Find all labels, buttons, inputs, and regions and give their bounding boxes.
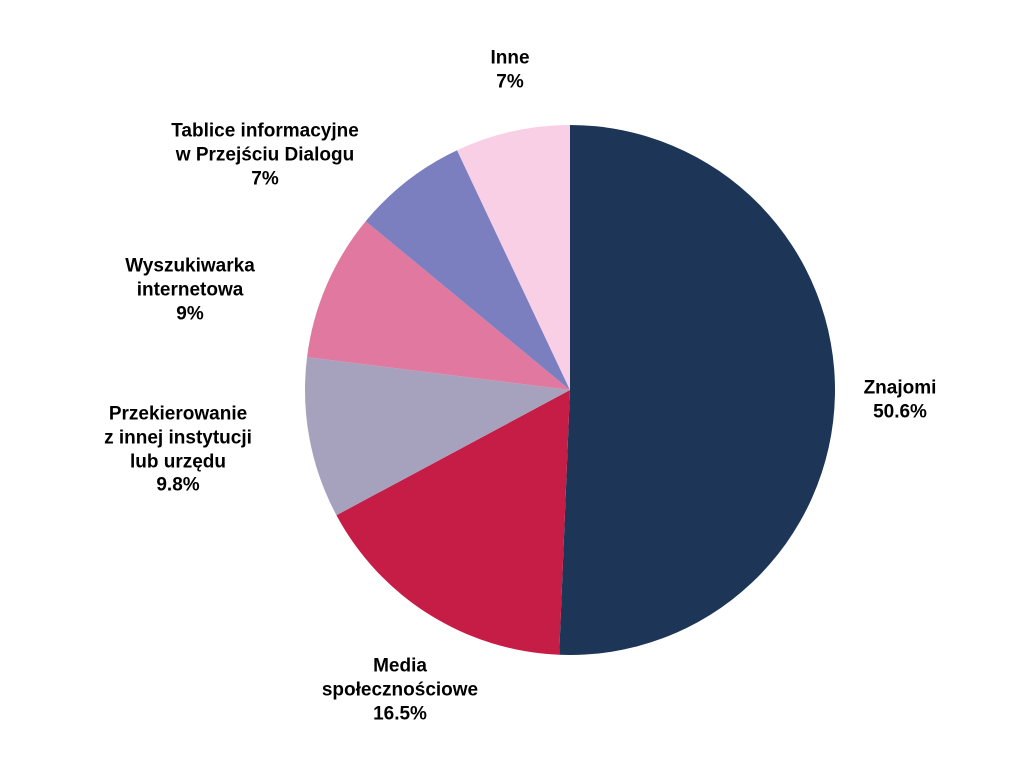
pie-slice	[559, 125, 835, 655]
slice-label: Tablice informacyjne w Przejściu Dialogu…	[171, 119, 359, 190]
slice-label-percent: 9.8%	[104, 474, 252, 498]
pie-chart-container: Znajomi50.6% Media społecznościowe16.5% Pr…	[0, 0, 1024, 768]
slice-label-name: Tablice informacyjne w Przejściu Dialogu	[171, 119, 359, 167]
slice-label-name: Znajomi	[864, 376, 937, 400]
slice-label: Przekierowanie z innej instytucji lub ur…	[104, 403, 252, 498]
slice-label-percent: 9%	[125, 302, 255, 326]
slice-label-percent: 16.5%	[322, 702, 478, 726]
slice-label-percent: 50.6%	[864, 400, 937, 424]
slice-label: Inne7%	[490, 46, 529, 94]
slice-label: Wyszukiwarka internetowa9%	[125, 254, 255, 325]
slice-label-percent: 7%	[490, 70, 529, 94]
slice-label-name: Media społecznościowe	[322, 654, 478, 702]
slice-label-name: Wyszukiwarka internetowa	[125, 254, 255, 302]
slice-label-name: Przekierowanie z innej instytucji lub ur…	[104, 403, 252, 474]
slice-label-percent: 7%	[171, 167, 359, 191]
slice-label: Znajomi50.6%	[864, 376, 937, 424]
slice-label-name: Inne	[490, 46, 529, 70]
slice-label: Media społecznościowe16.5%	[322, 654, 478, 725]
